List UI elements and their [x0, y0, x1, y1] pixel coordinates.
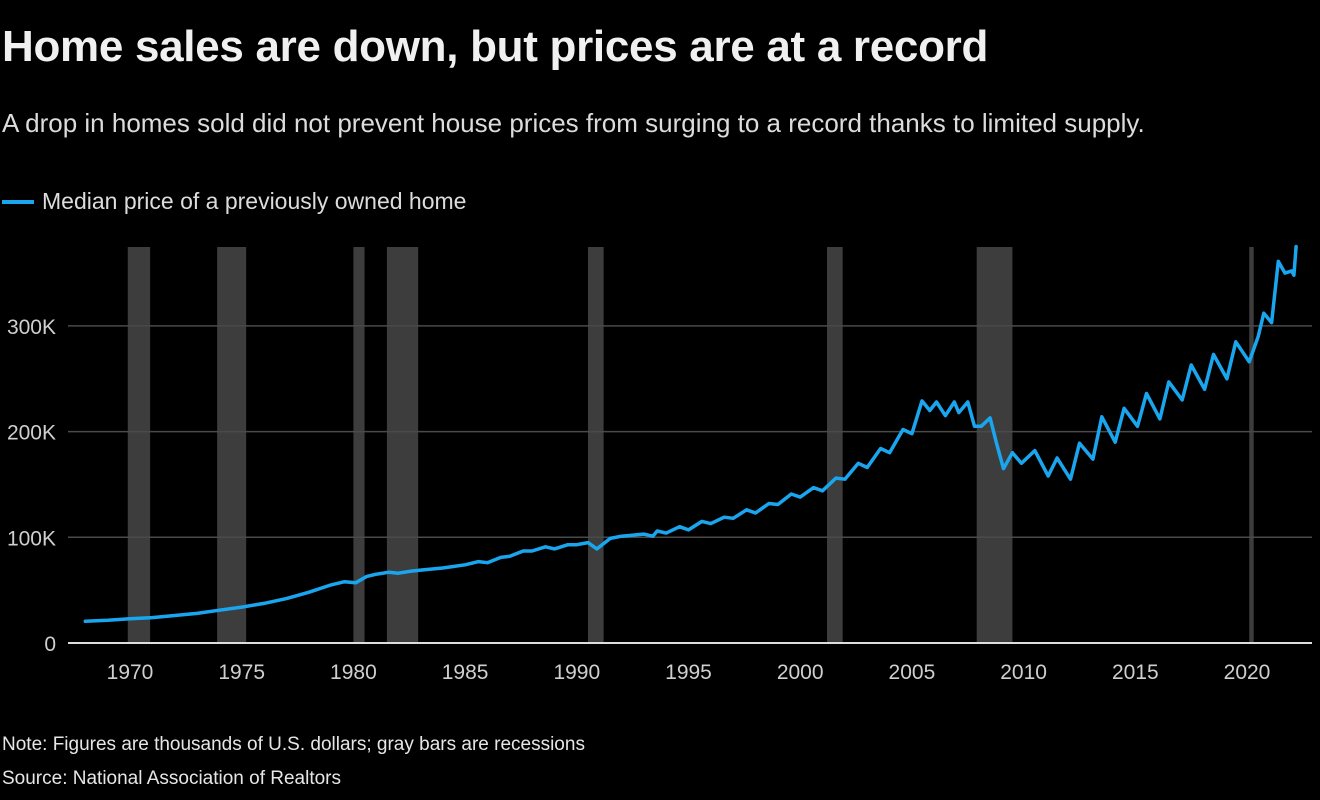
x-tick-label: 1985 — [442, 661, 489, 684]
x-tick-label: 1990 — [553, 661, 600, 684]
y-tick-label: 300K — [7, 316, 56, 339]
x-tick-label: 2000 — [777, 661, 824, 684]
x-tick-label: 2015 — [1112, 661, 1159, 684]
legend: Median price of a previously owned home — [2, 188, 466, 215]
x-tick-label: 2010 — [1000, 661, 1047, 684]
chart-source: Source: National Association of Realtors — [2, 768, 342, 789]
x-tick-label: 2020 — [1224, 661, 1271, 684]
legend-label: Median price of a previously owned home — [42, 188, 467, 214]
legend-swatch — [2, 199, 34, 204]
chart-subtitle: A drop in homes sold did not prevent hou… — [2, 108, 1145, 138]
y-tick-label: 100K — [7, 527, 56, 550]
series-line-median-price — [83, 244, 1298, 624]
x-tick-label: 1995 — [665, 661, 712, 684]
x-tick-label: 2005 — [889, 661, 936, 684]
recession-bar — [1249, 247, 1254, 643]
recession-bar — [217, 247, 247, 643]
y-tick-label: 200K — [7, 422, 56, 445]
recession-bar — [587, 247, 604, 643]
y-tick-label: 0 — [44, 633, 56, 656]
chart-note: Note: Figures are thousands of U.S. doll… — [2, 734, 585, 755]
x-tick-label: 1975 — [218, 661, 265, 684]
x-tick-label: 1970 — [107, 661, 154, 684]
chart-title: Home sales are down, but prices are at a… — [2, 22, 989, 71]
x-tick-label: 1980 — [330, 661, 377, 684]
recession-bar — [127, 247, 151, 643]
recession-bar — [386, 247, 419, 643]
recession-bar — [827, 247, 843, 643]
recession-bar — [353, 247, 365, 643]
recession-bar — [976, 247, 1013, 643]
